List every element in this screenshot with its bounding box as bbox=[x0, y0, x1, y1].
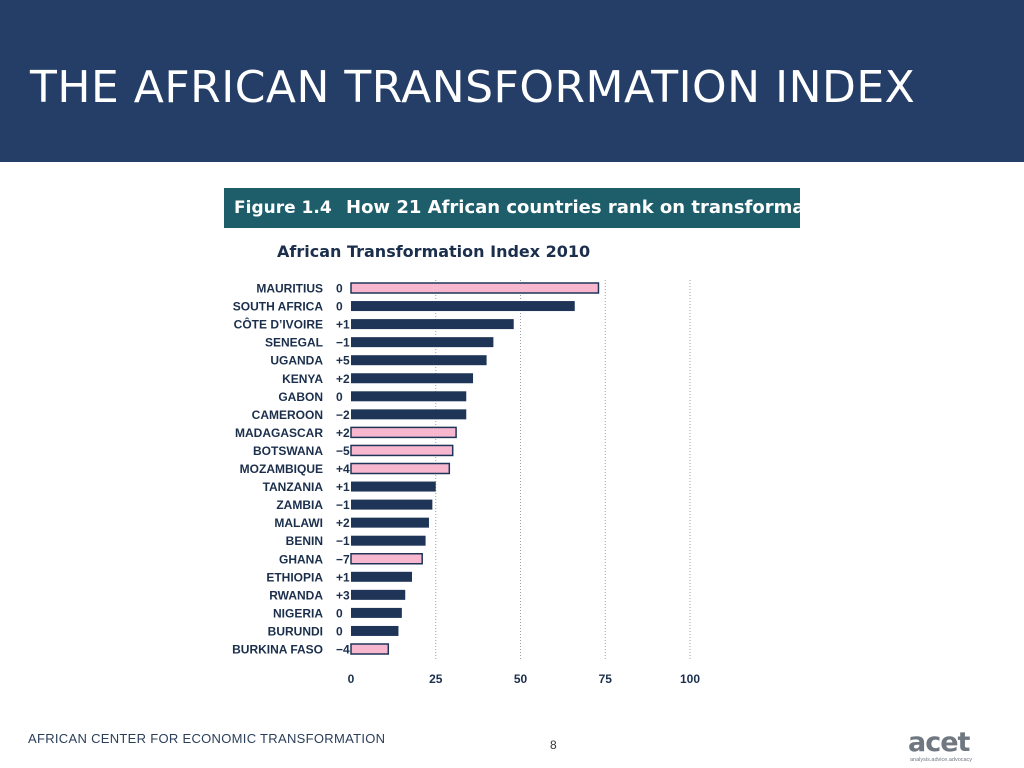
bar bbox=[351, 355, 487, 366]
rank-change-label: +3 bbox=[336, 588, 350, 602]
figure-caption-bar: Figure 1.4 How 21 African countries rank… bbox=[224, 188, 844, 228]
rank-change-label: +5 bbox=[336, 354, 350, 368]
bar bbox=[350, 462, 451, 475]
country-label: KENYA bbox=[282, 372, 323, 386]
rank-change-label: +2 bbox=[336, 426, 350, 440]
bar bbox=[350, 643, 390, 655]
bar bbox=[351, 373, 474, 384]
figure-caption: How 21 African countries rank on transfo… bbox=[346, 197, 845, 218]
bar bbox=[350, 282, 600, 294]
rank-change-label: 0 bbox=[336, 606, 343, 620]
bar bbox=[351, 607, 402, 618]
bar bbox=[351, 391, 467, 402]
bar bbox=[351, 499, 433, 510]
bar bbox=[351, 571, 413, 582]
rank-change-label: +1 bbox=[336, 318, 350, 332]
bar bbox=[350, 426, 457, 439]
country-label: MALAWI bbox=[274, 516, 323, 530]
x-tick-label: 25 bbox=[429, 672, 443, 686]
rank-change-label: +1 bbox=[336, 480, 350, 494]
country-label: MADAGASCAR bbox=[235, 426, 323, 440]
country-label: RWANDA bbox=[269, 588, 323, 602]
country-label: TANZANIA bbox=[263, 480, 324, 494]
rank-change-label: +1 bbox=[336, 570, 350, 584]
rank-change-label: +2 bbox=[336, 372, 350, 386]
rank-change-label: −1 bbox=[336, 498, 350, 512]
rank-change-label: +2 bbox=[336, 516, 350, 530]
country-label: BENIN bbox=[286, 534, 323, 548]
x-tick-label: 50 bbox=[514, 672, 528, 686]
country-label: SOUTH AFRICA bbox=[233, 300, 324, 314]
country-label: CÔTE D’IVOIRE bbox=[234, 317, 323, 332]
country-label: GHANA bbox=[279, 552, 323, 566]
country-label: MAURITIUS bbox=[256, 282, 323, 296]
bar bbox=[351, 589, 406, 600]
x-tick-label: 75 bbox=[599, 672, 613, 686]
bar bbox=[351, 481, 436, 492]
bar bbox=[350, 444, 454, 457]
page-number: 8 bbox=[550, 738, 557, 752]
x-tick-label: 100 bbox=[680, 672, 700, 686]
slide-title: THE AFRICAN TRANSFORMATION INDEX bbox=[30, 62, 916, 113]
country-label: CAMEROON bbox=[252, 408, 323, 422]
footer-organization: AFRICAN CENTER FOR ECONOMIC TRANSFORMATI… bbox=[28, 731, 386, 746]
bar bbox=[351, 337, 494, 348]
bar bbox=[351, 625, 399, 636]
rank-change-label: 0 bbox=[336, 282, 343, 296]
bar bbox=[351, 301, 575, 312]
logo-tagline: analysis.advice.advocacy bbox=[910, 757, 972, 763]
rank-change-label: −2 bbox=[336, 408, 350, 422]
acet-logo: acet analysis.advice.advocacy bbox=[908, 727, 972, 763]
country-label: GABON bbox=[278, 390, 323, 404]
country-label: SENEGAL bbox=[265, 336, 323, 350]
rank-change-label: 0 bbox=[336, 390, 343, 404]
bar-chart: MAURITIUS 0 SOUTH AFRICA 0 CÔTE D’IVOIRE +1 SE… bbox=[232, 280, 700, 686]
rank-change-label: +4 bbox=[336, 462, 350, 476]
rank-change-label: −7 bbox=[336, 552, 350, 566]
country-label: BURUNDI bbox=[268, 624, 323, 638]
chart-title: African Transformation Index 2010 bbox=[277, 242, 591, 261]
rank-change-label: −5 bbox=[336, 444, 350, 458]
bar bbox=[351, 535, 426, 546]
bar bbox=[351, 319, 514, 330]
country-label: NIGERIA bbox=[273, 606, 323, 620]
logo-text: acet bbox=[908, 727, 971, 758]
title-banner: THE AFRICAN TRANSFORMATION INDEX bbox=[0, 0, 1024, 162]
bar bbox=[350, 553, 423, 565]
country-label: ETHIOPIA bbox=[266, 570, 323, 584]
country-label: BURKINA FASO bbox=[232, 643, 323, 657]
rank-change-label: −1 bbox=[336, 534, 350, 548]
figure-number: Figure 1.4 bbox=[234, 198, 332, 218]
rank-change-label: 0 bbox=[336, 300, 343, 314]
x-tick-label: 0 bbox=[348, 672, 355, 686]
country-label: BOTSWANA bbox=[253, 444, 323, 458]
country-label: UGANDA bbox=[270, 354, 323, 368]
rank-change-label: −4 bbox=[336, 643, 350, 657]
rank-change-label: −1 bbox=[336, 336, 350, 350]
bar bbox=[351, 517, 429, 528]
country-label: ZAMBIA bbox=[276, 498, 323, 512]
bar bbox=[351, 409, 467, 420]
rank-change-label: 0 bbox=[336, 624, 343, 638]
country-label: MOZAMBIQUE bbox=[240, 462, 323, 476]
